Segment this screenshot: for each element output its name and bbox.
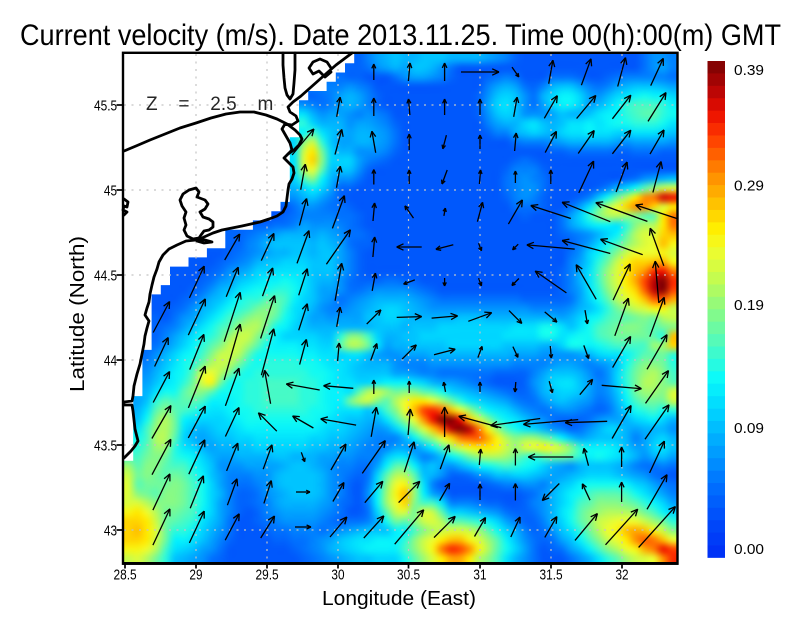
svg-text:28.5: 28.5	[114, 568, 137, 584]
svg-text:44.5: 44.5	[94, 269, 117, 285]
svg-text:31.5: 31.5	[540, 568, 563, 584]
svg-text:29.5: 29.5	[256, 568, 279, 584]
svg-text:Current velocity (m/s). Date 2: Current velocity (m/s). Date 2013.11.25.…	[20, 19, 781, 52]
svg-text:30: 30	[331, 568, 344, 584]
svg-text:43: 43	[104, 524, 117, 540]
svg-text:0.00: 0.00	[734, 542, 764, 558]
svg-text:43.5: 43.5	[94, 439, 117, 455]
svg-text:44: 44	[104, 354, 117, 370]
svg-text:0.39: 0.39	[734, 63, 764, 79]
svg-text:Z = 2.5 m: Z = 2.5 m	[146, 94, 273, 115]
svg-text:0.29: 0.29	[734, 179, 764, 195]
svg-text:45.5: 45.5	[94, 99, 117, 115]
svg-text:0.09: 0.09	[734, 421, 764, 437]
svg-text:0.19: 0.19	[734, 298, 764, 314]
svg-text:45: 45	[104, 184, 117, 200]
svg-text:32: 32	[616, 568, 629, 584]
svg-text:30.5: 30.5	[397, 568, 420, 584]
svg-text:31: 31	[473, 568, 486, 584]
svg-text:29: 29	[189, 568, 202, 584]
svg-text:Longitude (East): Longitude (East)	[322, 588, 476, 610]
svg-text:Latitude (North): Latitude (North)	[67, 236, 89, 392]
